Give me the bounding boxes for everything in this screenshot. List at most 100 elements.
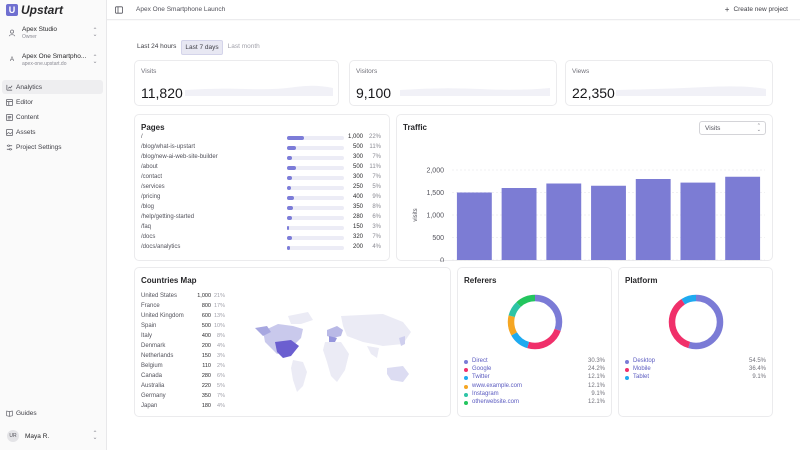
legend-value: 24.2% xyxy=(587,366,605,373)
page-path: /contact xyxy=(141,174,163,180)
country-value: 180 xyxy=(201,403,211,409)
nav-item-content[interactable]: Content xyxy=(2,110,103,124)
page-row[interactable]: /docs/analytics 200 4% xyxy=(141,243,381,253)
nav-item-guides[interactable]: Guides xyxy=(2,406,103,420)
platform-legend-item[interactable]: Mobile 36.4% xyxy=(625,366,766,374)
project-switcher[interactable]: A Apex One Smartpho... apex-one.upstart.… xyxy=(4,49,102,71)
traffic-bar[interactable] xyxy=(591,185,626,260)
platform-legend-item[interactable]: Desktop 54.5% xyxy=(625,358,766,366)
page-row[interactable]: /docs 320 7% xyxy=(141,233,381,243)
building-icon xyxy=(7,28,17,38)
avatar: UR xyxy=(7,430,19,442)
tab-last-24-hours[interactable]: Last 24 hours xyxy=(137,43,177,50)
country-row[interactable]: Spain 500 10% xyxy=(141,322,225,332)
country-row[interactable]: Australia 220 5% xyxy=(141,382,225,392)
country-name: Spain xyxy=(141,323,157,329)
tab-last-month[interactable]: Last month xyxy=(227,43,260,50)
select-value: Visits xyxy=(705,124,721,132)
country-percent: 3% xyxy=(217,353,225,359)
create-project-button[interactable]: + Create new project xyxy=(725,5,788,14)
page-row[interactable]: /help/getting-started 280 6% xyxy=(141,213,381,223)
page-row[interactable]: /blog 350 8% xyxy=(141,203,381,213)
page-row[interactable]: /services 250 5% xyxy=(141,183,381,193)
referers-legend-item[interactable]: Google 24.2% xyxy=(464,366,605,374)
page-value: 500 xyxy=(352,164,363,170)
traffic-bar[interactable] xyxy=(546,183,582,261)
page-row[interactable]: /about 500 11% xyxy=(141,163,381,173)
legend-value: 36.4% xyxy=(748,366,766,373)
chevron-updown-icon: ⌃ ⌄ xyxy=(92,28,98,38)
traffic-bar[interactable] xyxy=(501,188,537,260)
nav-label: Content xyxy=(16,113,39,121)
page-share-bar xyxy=(287,146,344,150)
page-share-fill xyxy=(287,146,296,150)
nav-item-assets[interactable]: Assets xyxy=(2,125,103,139)
metric-select[interactable]: Visits ⌃ ⌄ xyxy=(699,121,766,135)
referers-legend-item[interactable]: www.example.com 12.1% xyxy=(464,383,605,391)
kpi-value: 9,100 xyxy=(356,85,392,101)
document-icon xyxy=(5,113,13,121)
nav-label: Assets xyxy=(16,128,36,136)
platform-donut-slice[interactable] xyxy=(668,294,724,350)
page-row[interactable]: /blog/new-ai-web-site-builder 300 7% xyxy=(141,153,381,163)
user-menu[interactable]: UR Maya R. ⌃ ⌄ xyxy=(4,428,102,444)
traffic-bar[interactable] xyxy=(456,192,492,261)
nav-item-analytics[interactable]: Analytics xyxy=(2,80,103,94)
nav-item-project-settings[interactable]: Project Settings xyxy=(2,140,103,154)
country-row[interactable]: France 800 17% xyxy=(141,302,225,312)
card-title: Platform xyxy=(625,276,658,285)
country-row[interactable]: Denmark 200 4% xyxy=(141,342,225,352)
country-row[interactable]: Canada 280 6% xyxy=(141,372,225,382)
sidebar-toggle-icon[interactable] xyxy=(115,6,123,14)
referers-legend-item[interactable]: Direct 30.3% xyxy=(464,358,605,366)
logo[interactable]: U Upstart xyxy=(6,3,63,17)
org-switcher[interactable]: Apex Studio Owner ⌃ ⌄ xyxy=(4,22,102,44)
page-row[interactable]: /pricing 400 9% xyxy=(141,193,381,203)
legend-label: Tablet xyxy=(633,374,650,381)
page-row[interactable]: /faq 150 3% xyxy=(141,223,381,233)
legend-value: 54.5% xyxy=(748,358,766,364)
country-row[interactable]: Japan 180 4% xyxy=(141,402,225,412)
y-tick-label: 0 xyxy=(440,258,444,263)
page-percent: 4% xyxy=(372,244,381,250)
platform-legend-item[interactable]: Tablet 9.1% xyxy=(625,374,766,382)
legend-label: Mobile xyxy=(633,366,651,373)
kpi-value: 11,820 xyxy=(141,85,183,101)
country-value: 150 xyxy=(201,353,211,359)
nav-item-editor[interactable]: Editor xyxy=(2,95,103,109)
traffic-bar[interactable] xyxy=(725,176,761,260)
page-share-fill xyxy=(287,216,292,220)
page-row[interactable]: / 1,000 22% xyxy=(141,133,381,143)
traffic-bar[interactable] xyxy=(635,179,671,260)
country-value: 200 xyxy=(201,343,211,349)
page-share-bar xyxy=(287,196,344,200)
tab-last-7-days[interactable]: Last 7 days xyxy=(181,40,223,55)
page-path: /docs xyxy=(141,234,156,240)
country-percent: 7% xyxy=(217,393,225,399)
referers-donut-slice[interactable] xyxy=(507,294,563,350)
card-title: Traffic xyxy=(403,123,428,132)
referers-legend-item[interactable]: Twitter 12.1% xyxy=(464,374,605,382)
main-content: Last 24 hours Last 7 days Last month Vis… xyxy=(107,21,800,450)
country-row[interactable]: Netherlands 150 3% xyxy=(141,352,225,362)
traffic-bar[interactable] xyxy=(680,182,716,260)
referers-legend-item[interactable]: Instagram 9.1% xyxy=(464,391,605,399)
country-row[interactable]: Germany 350 7% xyxy=(141,392,225,402)
page-value: 500 xyxy=(352,144,363,150)
referers-donut-slice[interactable] xyxy=(507,294,563,350)
page-row[interactable]: /contact 300 7% xyxy=(141,173,381,183)
platform-donut-slice[interactable] xyxy=(668,294,724,350)
page-row[interactable]: /blog/what-is-upstart 500 11% xyxy=(141,143,381,153)
page-path: /faq xyxy=(141,224,152,230)
referers-donut-slice[interactable] xyxy=(507,294,563,350)
page-value: 300 xyxy=(352,154,363,160)
page-value: 150 xyxy=(352,224,363,230)
country-row[interactable]: Italy 400 8% xyxy=(141,332,225,342)
country-name: France xyxy=(141,303,160,309)
country-name: Australia xyxy=(141,383,165,389)
legend-value: 12.1% xyxy=(587,382,605,389)
referers-legend-item[interactable]: otherwebsite.com 12.1% xyxy=(464,399,605,407)
country-row[interactable]: United States 1,000 21% xyxy=(141,292,225,302)
country-row[interactable]: Belgium 110 2% xyxy=(141,362,225,372)
country-row[interactable]: United Kingdom 600 13% xyxy=(141,312,225,322)
